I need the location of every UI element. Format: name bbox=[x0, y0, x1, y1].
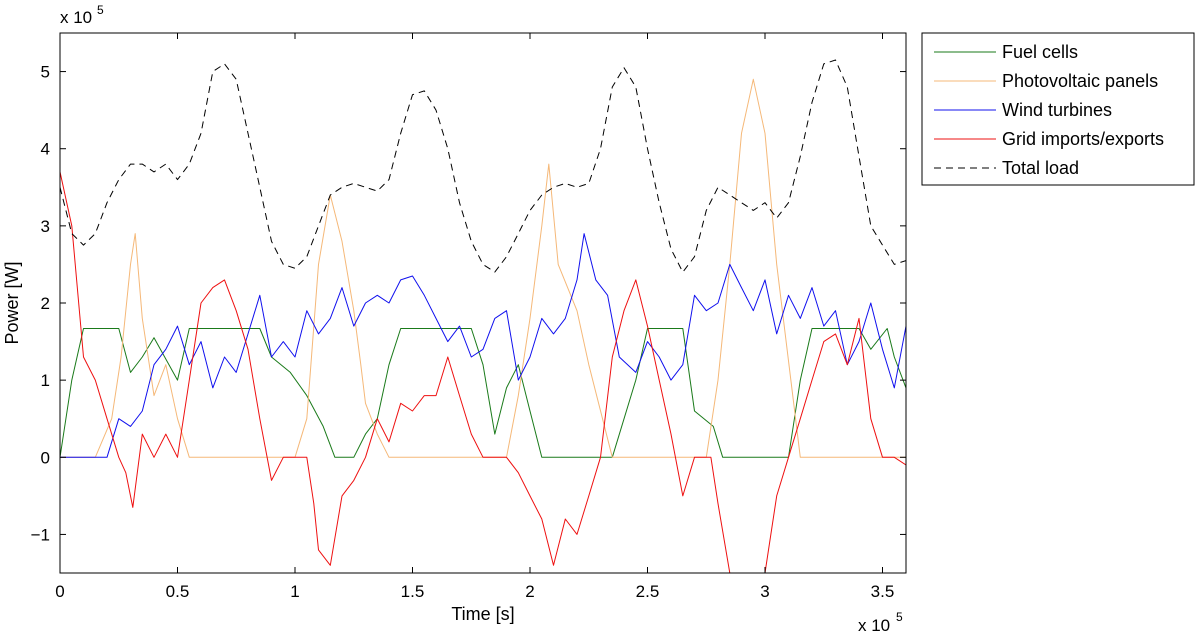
y-tick-label: 2 bbox=[41, 294, 50, 313]
y-tick-label: 5 bbox=[41, 63, 50, 82]
y-tick-label: 1 bbox=[41, 371, 50, 390]
x-tick-label: 0 bbox=[55, 582, 64, 601]
series-line-2 bbox=[60, 78, 906, 458]
x-tick-label: 2.5 bbox=[636, 582, 660, 601]
x-axis-exponent: x 10 5 bbox=[858, 610, 903, 635]
series-line-5 bbox=[60, 59, 906, 273]
series-line-3 bbox=[60, 233, 906, 458]
x-tick-label: 1 bbox=[290, 582, 299, 601]
y-tick-label: 3 bbox=[41, 217, 50, 236]
plot-area-frame bbox=[59, 32, 907, 574]
y-tick-label: 4 bbox=[41, 140, 50, 159]
y-axis-exponent: x 10 5 bbox=[60, 3, 104, 27]
x-tick-label: 1.5 bbox=[401, 582, 425, 601]
x-exponent-base: x 10 bbox=[858, 616, 890, 635]
x-exponent-power: 5 bbox=[896, 610, 903, 624]
y-exponent-base: x 10 bbox=[60, 8, 92, 27]
y-axis-ticks: −1 0 1 2 3 4 5 bbox=[31, 63, 906, 544]
x-tick-label: 2 bbox=[525, 582, 534, 601]
x-tick-label: 3 bbox=[760, 582, 769, 601]
y-axis-label: Power [W] bbox=[2, 261, 22, 344]
x-axis-ticks: 0 0.5 1 1.5 2 2.5 3 3.5 bbox=[55, 33, 894, 601]
x-axis-label: Time [s] bbox=[451, 604, 514, 624]
legend-items: Fuel cells Photovoltaic panels Wind turbin… bbox=[934, 42, 1164, 178]
legend-box bbox=[921, 32, 1195, 186]
series-layer bbox=[60, 59, 906, 573]
y-tick-label: −1 bbox=[31, 525, 50, 544]
legend-label-3: Wind turbines bbox=[1002, 100, 1112, 120]
legend-label-1: Fuel cells bbox=[1002, 42, 1078, 62]
legend-label-5: Total load bbox=[1002, 158, 1079, 178]
legend: Fuel cells Photovoltaic panels Wind turbin… bbox=[921, 32, 1195, 186]
x-tick-label: 0.5 bbox=[166, 582, 190, 601]
series-line-1 bbox=[60, 328, 906, 458]
y-tick-label: 0 bbox=[41, 448, 50, 467]
x-tick-label: 3.5 bbox=[871, 582, 895, 601]
y-exponent-power: 5 bbox=[97, 3, 104, 17]
series-line-4 bbox=[60, 171, 906, 573]
legend-label-4: Grid imports/exports bbox=[1002, 129, 1164, 149]
legend-label-2: Photovoltaic panels bbox=[1002, 71, 1158, 91]
